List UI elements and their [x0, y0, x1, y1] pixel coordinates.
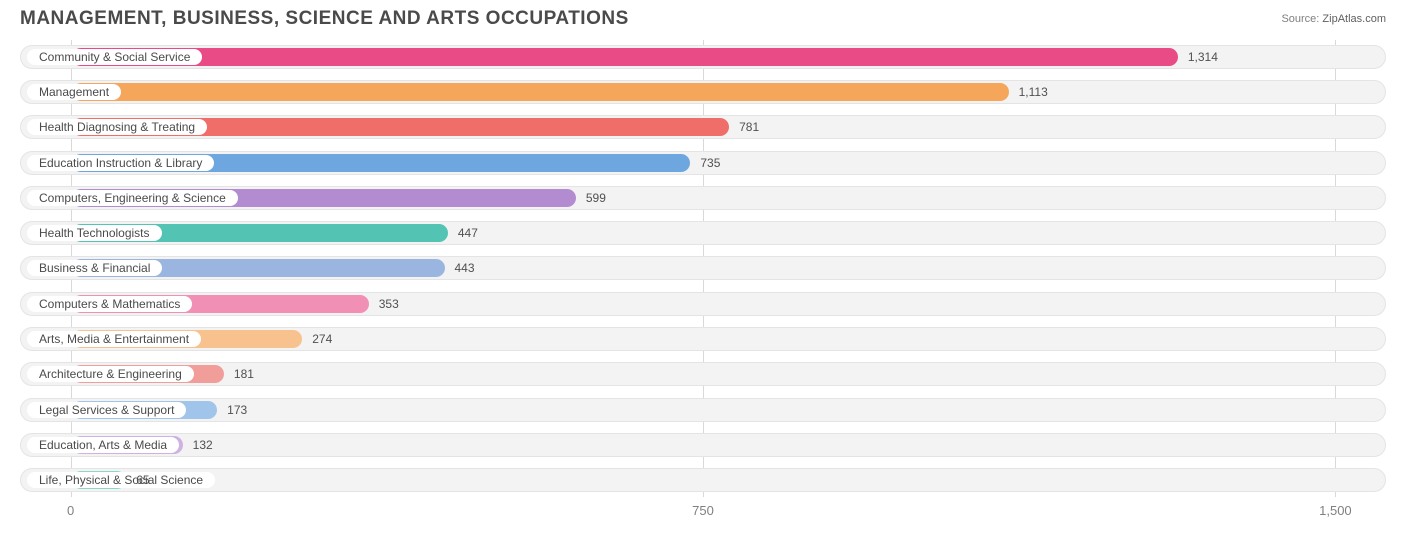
- bar-row: Education, Arts & Media132: [20, 430, 1386, 460]
- bar-row: Management 1,113: [20, 77, 1386, 107]
- bar-value: 353: [369, 293, 399, 315]
- bar-label: Computers & Mathematics: [27, 296, 192, 312]
- bar-track: Computers & Mathematics 353: [20, 292, 1386, 316]
- x-tick-label: 1,500: [1319, 503, 1352, 518]
- bar-track: Education Instruction & Library 735: [20, 151, 1386, 175]
- chart-title: MANAGEMENT, BUSINESS, SCIENCE AND ARTS O…: [20, 8, 629, 30]
- x-tick-label: 0: [67, 503, 74, 518]
- bar-label: Health Diagnosing & Treating: [27, 119, 207, 135]
- bar-value: 173: [217, 399, 247, 421]
- bar-value: 1,113: [1009, 81, 1048, 103]
- bar-value: 181: [224, 363, 254, 385]
- bar-track: Management 1,113: [20, 80, 1386, 104]
- bar-label: Architecture & Engineering: [27, 366, 194, 382]
- bar-label: Arts, Media & Entertainment: [27, 331, 201, 347]
- source-value: ZipAtlas.com: [1322, 13, 1386, 25]
- bar-container: Community & Social Service 1,314 Managemen…: [20, 40, 1386, 497]
- bar-track: Health Diagnosing & Treating 781: [20, 115, 1386, 139]
- bar-value: 447: [448, 222, 478, 244]
- bar-value: 781: [729, 116, 759, 138]
- bar-label: Life, Physical & Social Science: [27, 472, 215, 488]
- bar-track: Health Technologists 447: [20, 221, 1386, 245]
- bar-row: Health Technologists 447: [20, 218, 1386, 248]
- bar-row: Education Instruction & Library 735: [20, 148, 1386, 178]
- x-tick-label: 750: [692, 503, 714, 518]
- bar-row: Life, Physical & Social Science65: [20, 465, 1386, 495]
- bar-track: Education, Arts & Media132: [20, 433, 1386, 457]
- bar-label: Health Technologists: [27, 225, 162, 241]
- bar-fill: [72, 48, 1178, 66]
- chart-header: MANAGEMENT, BUSINESS, SCIENCE AND ARTS O…: [0, 0, 1406, 34]
- bar-fill: [72, 83, 1009, 101]
- bar-label: Education Instruction & Library: [27, 155, 214, 171]
- bar-label: Business & Financial: [27, 260, 162, 276]
- bar-row: Health Diagnosing & Treating 781: [20, 112, 1386, 142]
- bar-row: Computers & Mathematics 353: [20, 289, 1386, 319]
- bar-value: 65: [126, 469, 149, 491]
- bar-value: 735: [690, 152, 720, 174]
- bar-track: Business & Financial 443: [20, 256, 1386, 280]
- bar-row: Community & Social Service 1,314: [20, 42, 1386, 72]
- bar-track: Life, Physical & Social Science65: [20, 468, 1386, 492]
- bar-value: 599: [576, 187, 606, 209]
- bar-track: Legal Services & Support 173: [20, 398, 1386, 422]
- bar-row: Business & Financial 443: [20, 253, 1386, 283]
- bar-track: Computers, Engineering & Science 599: [20, 186, 1386, 210]
- bar-value: 1,314: [1178, 46, 1218, 68]
- chart-source: Source: ZipAtlas.com: [1281, 13, 1386, 25]
- bar-value: 443: [445, 257, 475, 279]
- x-axis: 0 750 1,500: [20, 497, 1386, 525]
- bar-label: Community & Social Service: [27, 49, 202, 65]
- chart-plot: Community & Social Service 1,314 Managemen…: [20, 40, 1386, 525]
- bar-row: Legal Services & Support 173: [20, 395, 1386, 425]
- bar-label: Education, Arts & Media: [27, 437, 179, 453]
- bar-label: Legal Services & Support: [27, 402, 186, 418]
- bar-label: Computers, Engineering & Science: [27, 190, 238, 206]
- bar-track: Architecture & Engineering 181: [20, 362, 1386, 386]
- bar-row: Computers, Engineering & Science 599: [20, 183, 1386, 213]
- bar-value: 274: [302, 328, 332, 350]
- bar-value: 132: [183, 434, 213, 456]
- bar-track: Community & Social Service 1,314: [20, 45, 1386, 69]
- bar-label: Management: [27, 84, 121, 100]
- bar-row: Arts, Media & Entertainment 274: [20, 324, 1386, 354]
- chart-area: Community & Social Service 1,314 Managemen…: [0, 34, 1406, 525]
- bar-track: Arts, Media & Entertainment 274: [20, 327, 1386, 351]
- source-label: Source:: [1281, 13, 1319, 25]
- bar-row: Architecture & Engineering 181: [20, 359, 1386, 389]
